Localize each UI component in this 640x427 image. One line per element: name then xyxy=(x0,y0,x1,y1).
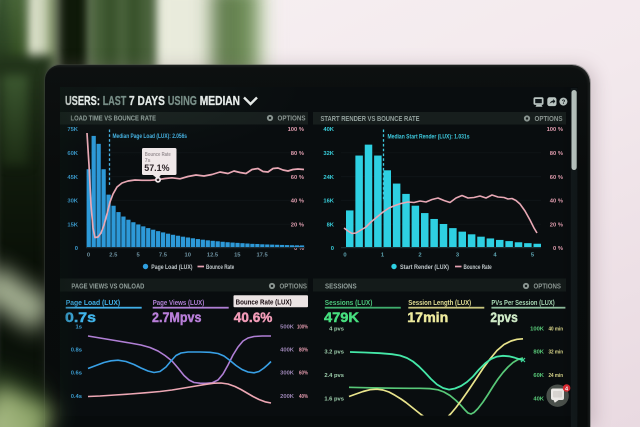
svg-text:100 %: 100 % xyxy=(288,127,304,133)
svg-text:Start Render (LUX): Start Render (LUX) xyxy=(400,265,449,271)
svg-text:32 min: 32 min xyxy=(549,349,564,355)
svg-text:Bounce Rate (LUX): Bounce Rate (LUX) xyxy=(236,299,292,306)
svg-text:40K: 40K xyxy=(533,396,544,402)
svg-text:80K: 80K xyxy=(533,349,544,355)
svg-text:0.6s: 0.6s xyxy=(71,371,82,377)
svg-text:24K: 24K xyxy=(323,175,334,181)
svg-text:16K: 16K xyxy=(323,199,334,205)
svg-text:3: 3 xyxy=(456,253,460,259)
svg-text:Page Load (LUX): Page Load (LUX) xyxy=(66,300,121,307)
svg-text:2.5: 2.5 xyxy=(109,253,118,259)
svg-text:2.4 pvs: 2.4 pvs xyxy=(324,373,344,379)
svg-text:5: 5 xyxy=(531,253,535,259)
svg-text:17.5: 17.5 xyxy=(256,253,268,259)
svg-text:12.5: 12.5 xyxy=(207,253,219,259)
svg-text:0: 0 xyxy=(331,246,334,252)
svg-text:300K: 300K xyxy=(280,371,295,377)
svg-text:PAGE VIEWS VS ONLOAD: PAGE VIEWS VS ONLOAD xyxy=(71,284,144,291)
svg-text:40.6%: 40.6% xyxy=(234,309,273,325)
svg-text:200K: 200K xyxy=(280,394,295,400)
svg-text:Page Load (LUX): Page Load (LUX) xyxy=(151,265,192,271)
svg-text:80 %: 80 % xyxy=(550,151,563,157)
svg-text:100 %: 100 % xyxy=(547,127,563,133)
svg-text:40 min: 40 min xyxy=(549,326,564,332)
svg-text:1: 1 xyxy=(381,253,385,259)
svg-text:Bounce Rate: Bounce Rate xyxy=(206,265,235,271)
svg-text:1s: 1s xyxy=(76,324,82,330)
svg-text:20 %: 20 % xyxy=(550,222,563,228)
svg-text:OPTIONS: OPTIONS xyxy=(534,284,562,291)
svg-text:0.8s: 0.8s xyxy=(71,348,82,354)
svg-text:4: 4 xyxy=(493,253,497,259)
svg-text:40%: 40% xyxy=(299,394,308,400)
svg-text:0.4s: 0.4s xyxy=(71,394,82,400)
svg-text:30K: 30K xyxy=(67,199,78,205)
svg-text:0: 0 xyxy=(87,253,90,259)
svg-text:60 %: 60 % xyxy=(291,175,304,181)
svg-text:40 %: 40 % xyxy=(291,199,304,205)
svg-text:500K: 500K xyxy=(280,324,295,330)
svg-text:2.7Mpvs: 2.7Mpvs xyxy=(152,309,202,325)
svg-text:Median Page Load (LUX): 2.056s: Median Page Load (LUX): 2.056s xyxy=(113,134,188,140)
svg-text:7s: 7s xyxy=(145,158,151,164)
svg-text:USERS:: USERS: xyxy=(65,93,100,108)
svg-text:20 %: 20 % xyxy=(291,222,304,228)
svg-text:15K: 15K xyxy=(67,222,78,228)
svg-text:0.7s: 0.7s xyxy=(65,309,96,325)
svg-text:60K: 60K xyxy=(67,151,78,157)
svg-text:24 min: 24 min xyxy=(549,373,564,379)
svg-text:4: 4 xyxy=(565,386,569,392)
svg-text:60%: 60% xyxy=(299,371,308,377)
svg-text:Session Length (LUX): Session Length (LUX) xyxy=(408,300,471,307)
svg-text:3.2 pvs: 3.2 pvs xyxy=(324,349,344,355)
svg-text:MEDIAN: MEDIAN xyxy=(200,93,240,108)
svg-text:0: 0 xyxy=(343,253,346,259)
svg-text:USING: USING xyxy=(168,93,197,108)
svg-text:100K: 100K xyxy=(530,326,545,332)
svg-text:Sessions (LUX): Sessions (LUX) xyxy=(325,300,373,307)
svg-text:100%: 100% xyxy=(297,324,308,330)
svg-text:4 pvs: 4 pvs xyxy=(329,326,344,332)
svg-text:Bounce Rate: Bounce Rate xyxy=(145,152,171,158)
svg-text:2pvs: 2pvs xyxy=(490,309,518,325)
svg-text:8K: 8K xyxy=(327,222,335,228)
svg-text:32K: 32K xyxy=(323,151,334,157)
svg-text:7 DAYS: 7 DAYS xyxy=(129,93,165,108)
svg-text:2: 2 xyxy=(418,253,421,259)
svg-text:SESSIONS: SESSIONS xyxy=(325,284,357,291)
svg-text:LOAD TIME VS BOUNCE RATE: LOAD TIME VS BOUNCE RATE xyxy=(71,116,157,123)
svg-text:Bounce Rate: Bounce Rate xyxy=(464,265,493,271)
svg-text:80%: 80% xyxy=(299,348,308,354)
svg-text:479K: 479K xyxy=(324,309,359,325)
svg-text:OPTIONS: OPTIONS xyxy=(535,116,563,123)
svg-text:7.5: 7.5 xyxy=(159,253,168,259)
svg-text:0: 0 xyxy=(75,246,78,252)
svg-text:OPTIONS: OPTIONS xyxy=(280,284,308,291)
svg-text:60K: 60K xyxy=(533,373,544,379)
svg-text:1.6 pvs: 1.6 pvs xyxy=(324,396,344,402)
svg-text:PVs Per Session (LUX): PVs Per Session (LUX) xyxy=(491,300,554,307)
svg-text:80 %: 80 % xyxy=(291,151,304,157)
svg-text:Page Views (LUX): Page Views (LUX) xyxy=(153,300,205,307)
svg-text:40K: 40K xyxy=(323,127,334,133)
svg-text:45K: 45K xyxy=(67,175,78,181)
svg-text:OPTIONS: OPTIONS xyxy=(278,116,306,123)
svg-text:Median Start Render (LUX): 1.0: Median Start Render (LUX): 1.031s xyxy=(388,135,471,141)
svg-text:60 %: 60 % xyxy=(550,175,563,181)
svg-text:10: 10 xyxy=(184,253,190,259)
svg-text:400K: 400K xyxy=(280,348,295,354)
svg-text:START RENDER VS BOUNCE RATE: START RENDER VS BOUNCE RATE xyxy=(321,116,420,123)
svg-text:15: 15 xyxy=(234,253,241,259)
svg-text:5: 5 xyxy=(136,253,140,259)
svg-text:40 %: 40 % xyxy=(550,199,563,205)
svg-text:17min: 17min xyxy=(407,309,448,325)
svg-text:75K: 75K xyxy=(67,127,78,133)
svg-text:?: ? xyxy=(562,100,566,106)
svg-text:LAST: LAST xyxy=(103,93,127,108)
svg-text:57.1%: 57.1% xyxy=(144,162,170,173)
svg-text:0 %: 0 % xyxy=(294,246,304,252)
svg-text:0 %: 0 % xyxy=(553,246,563,252)
